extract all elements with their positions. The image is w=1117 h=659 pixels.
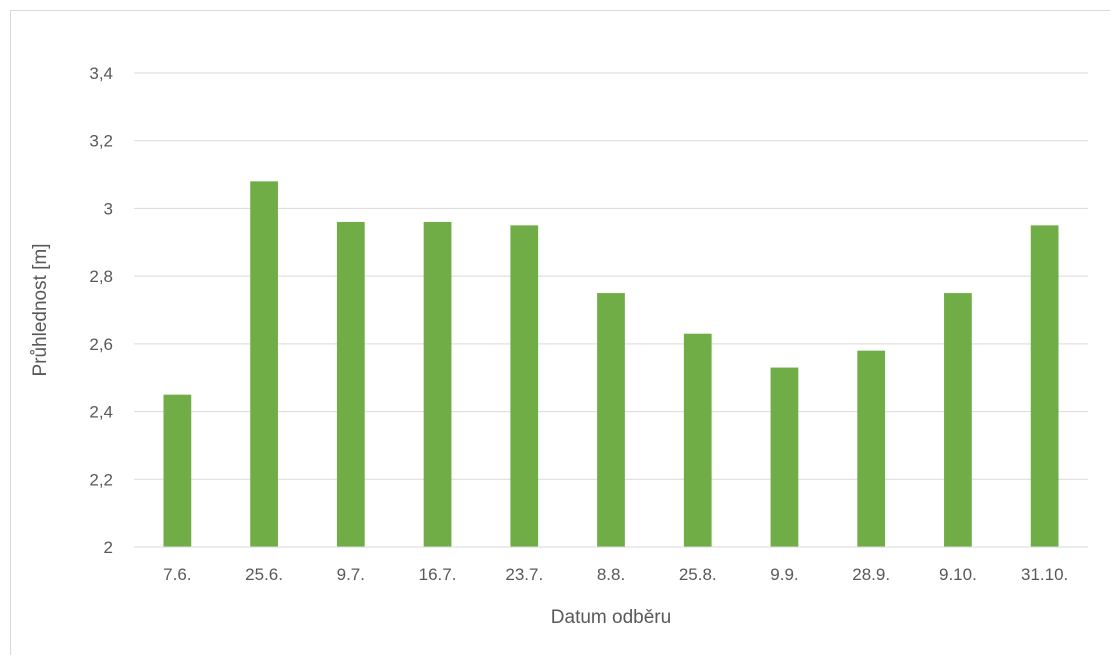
x-tick-label: 9.9. [770,565,798,584]
bar [944,293,972,547]
y-tick-label: 2,6 [89,335,113,354]
bars [163,181,1059,548]
y-axis-title: Průhlednost [m] [30,243,51,376]
x-tick-label: 23.7. [505,565,543,584]
bar [857,350,886,547]
bar [423,221,452,547]
y-tick-label: 2,2 [89,470,113,489]
bar [250,181,278,548]
y-tick-label: 3,2 [89,132,113,151]
y-tick-labels: 2 2,2 2,4 2,6 2,8 3 3,2 3,4 [89,64,113,557]
bar [597,293,625,547]
bar [770,367,799,547]
x-tick-label: 8.8. [597,565,625,584]
x-tick-label: 28.9. [852,565,890,584]
x-tick-label: 31.10. [1021,565,1068,584]
y-tick-label: 3,4 [89,64,113,83]
chart-frame [10,10,1110,655]
bar [1030,225,1059,547]
y-tick-label: 2,4 [89,403,113,422]
y-tick-label: 2,8 [89,267,113,286]
x-tick-label: 25.8. [679,565,717,584]
bar [163,394,192,547]
x-tick-labels: 7.6. 25.6. 9.7. 16.7. 23.7. 8.8. 25.8. 9.9. 28.9… [163,565,1068,584]
x-tick-label: 25.6. [245,565,283,584]
x-tick-label: 9.7. [337,565,365,584]
bar [336,221,365,547]
x-tick-label: 7.6. [163,565,191,584]
y-tick-label: 3 [104,199,113,218]
x-tick-label: 16.7. [419,565,457,584]
bar [683,333,712,547]
bar [510,225,539,547]
x-axis-title: Datum odběru [551,607,671,628]
y-tick-label: 2 [104,538,113,557]
x-tick-label: 9.10. [939,565,977,584]
